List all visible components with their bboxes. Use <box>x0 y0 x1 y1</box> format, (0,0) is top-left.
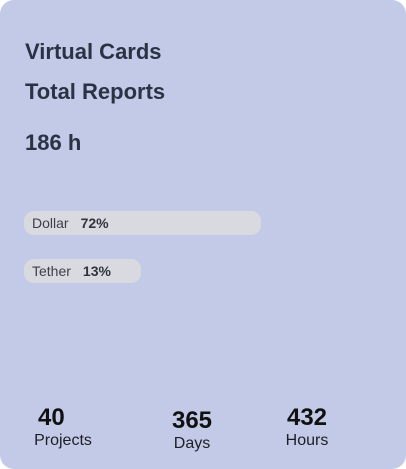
stat-value: 365 <box>171 407 213 434</box>
stat-projects: 40 Projects <box>13 403 113 451</box>
progress-label: Tether 13% <box>32 259 111 283</box>
total-hours: 186 h <box>25 130 82 155</box>
stat-value: 432 <box>286 404 328 431</box>
progress-fill <box>24 259 141 283</box>
stat-label: Hours <box>285 432 329 449</box>
stat-hours: 432 Hours <box>257 403 357 451</box>
stat-value: 40 <box>38 404 65 431</box>
stat-label: Projects <box>34 432 92 449</box>
progress-bar-tether: Tether 13% <box>24 259 321 283</box>
percent-value: 72% <box>80 215 109 231</box>
progress-fill <box>24 211 261 235</box>
stat-label: Days <box>173 435 211 452</box>
progress-bar-dollar: Dollar 72% <box>24 211 321 235</box>
percent-value: 13% <box>82 263 111 279</box>
card-subtitle: Total Reports <box>25 79 166 104</box>
currency-name: Dollar <box>32 215 69 231</box>
progress-label: Dollar 72% <box>32 211 109 235</box>
currency-name: Tether <box>32 263 71 279</box>
card-title: Virtual Cards <box>25 39 162 64</box>
stat-days: 365 Days <box>142 406 242 454</box>
